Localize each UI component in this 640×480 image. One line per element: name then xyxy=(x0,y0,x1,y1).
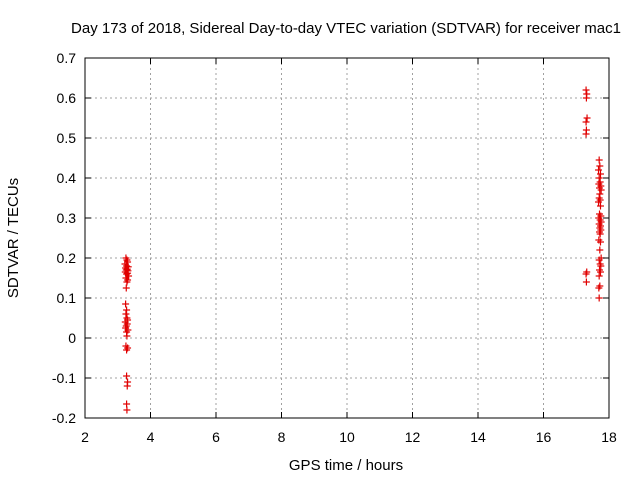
data-point xyxy=(123,346,131,354)
x-tick-label: 6 xyxy=(212,429,220,445)
data-point xyxy=(582,270,590,278)
data-point xyxy=(596,202,604,210)
x-axis: 2 4 6 8 10 12 14 16 18 xyxy=(81,58,617,445)
y-tick-label: 0.7 xyxy=(57,50,77,66)
x-tick-label: 18 xyxy=(601,429,617,445)
x-axis-label: GPS time / hours xyxy=(289,457,403,474)
data-point xyxy=(123,400,131,408)
data-point xyxy=(582,130,590,138)
data-point xyxy=(595,294,603,302)
x-tick-label: 12 xyxy=(405,429,421,445)
data-point xyxy=(122,310,130,318)
data-point xyxy=(596,162,604,170)
data-point xyxy=(595,156,603,164)
data-point xyxy=(582,118,590,126)
data-point xyxy=(582,278,590,286)
x-tick-label: 14 xyxy=(470,429,486,445)
x-tick-label: 2 xyxy=(81,429,89,445)
y-axis-label: SDTVAR / TECUs xyxy=(5,178,22,298)
y-tick-label: -0.1 xyxy=(52,370,76,386)
y-tick-label: 0.5 xyxy=(57,130,77,146)
data-point xyxy=(596,268,604,276)
data-point xyxy=(596,238,604,246)
y-tick-label: 0.6 xyxy=(57,90,77,106)
data-points xyxy=(121,86,605,414)
data-point xyxy=(596,230,604,238)
data-point xyxy=(123,406,131,414)
data-point xyxy=(595,174,603,182)
data-point xyxy=(596,170,604,178)
chart-title: Day 173 of 2018, Sidereal Day-to-day VTE… xyxy=(71,20,621,37)
y-tick-label: 0.4 xyxy=(57,170,77,186)
data-point xyxy=(595,272,603,280)
data-point xyxy=(597,262,605,270)
data-point xyxy=(595,284,603,292)
data-point xyxy=(123,306,131,314)
data-point xyxy=(596,190,604,198)
x-tick-label: 4 xyxy=(147,429,155,445)
data-point xyxy=(595,166,603,174)
x-tick-label: 10 xyxy=(339,429,355,445)
y-tick-label: 0.3 xyxy=(57,210,77,226)
data-point xyxy=(122,300,130,308)
y-tick-label: 0.2 xyxy=(57,250,77,266)
x-tick-label: 16 xyxy=(536,429,552,445)
y-axis: -0.2 -0.1 0 0.1 0.2 0.3 0.4 0.5 0.6 0.7 xyxy=(52,50,609,426)
data-point xyxy=(123,382,131,390)
data-point xyxy=(595,256,603,264)
data-point xyxy=(123,332,131,340)
data-point xyxy=(122,284,130,292)
data-point xyxy=(123,278,131,286)
y-tick-label: 0 xyxy=(68,330,76,346)
y-tick-label: -0.2 xyxy=(52,410,76,426)
y-tick-label: 0.1 xyxy=(57,290,77,306)
data-point xyxy=(596,246,604,254)
data-point xyxy=(582,94,590,102)
data-point xyxy=(595,198,603,206)
x-tick-label: 8 xyxy=(278,429,286,445)
data-point xyxy=(123,372,131,380)
data-point xyxy=(597,186,605,194)
data-point xyxy=(582,86,590,94)
grid-lines xyxy=(85,58,609,418)
data-point xyxy=(583,114,591,122)
